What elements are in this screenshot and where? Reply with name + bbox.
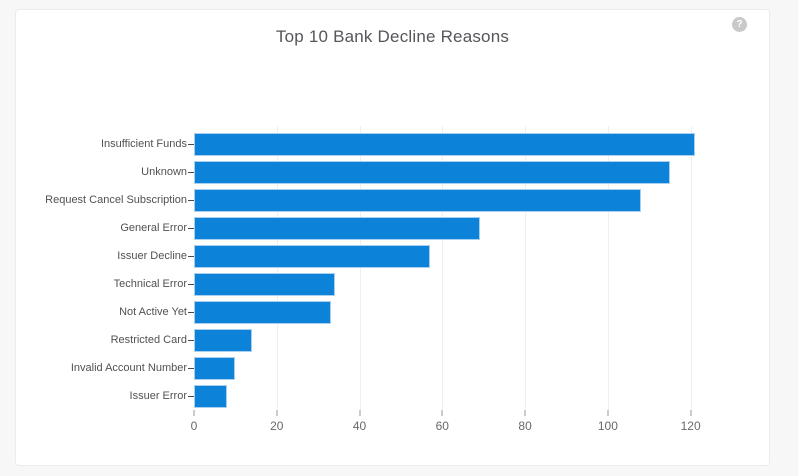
bar[interactable] bbox=[194, 160, 670, 184]
bar[interactable] bbox=[194, 300, 331, 324]
x-axis-labels: 0 20 40 60 80 100 120 bbox=[190, 419, 761, 435]
bar-zone bbox=[194, 242, 761, 270]
x-axis-tick-label: 120 bbox=[680, 419, 701, 433]
x-axis-tick bbox=[359, 410, 361, 416]
bar[interactable] bbox=[194, 272, 335, 296]
category-label: Technical Error bbox=[113, 278, 187, 290]
x-axis-tick-label: 80 bbox=[518, 419, 532, 433]
y-axis-tick bbox=[188, 311, 194, 313]
bar-zone bbox=[194, 298, 761, 326]
y-axis-tick bbox=[188, 395, 194, 397]
x-axis-tick-label: 20 bbox=[270, 419, 284, 433]
gridline bbox=[525, 126, 527, 410]
chart-row: Invalid Account Number bbox=[16, 354, 761, 382]
bar[interactable] bbox=[194, 188, 641, 212]
x-axis-tick-label: 60 bbox=[435, 419, 449, 433]
chart-rows: Insufficient Funds Unknown Request Cancel … bbox=[16, 130, 761, 410]
category-label: Unknown bbox=[141, 166, 187, 178]
x-axis-ticks bbox=[193, 410, 761, 416]
bar-zone bbox=[194, 326, 761, 354]
chart-title: Top 10 Bank Decline Reasons bbox=[275, 27, 510, 46]
gridline bbox=[442, 126, 444, 410]
bar-zone bbox=[194, 270, 761, 298]
bar[interactable] bbox=[194, 244, 430, 268]
bar-zone bbox=[194, 382, 761, 410]
bar-zone bbox=[194, 130, 761, 158]
y-axis-tick bbox=[188, 199, 194, 201]
chart-row: Insufficient Funds bbox=[16, 130, 761, 158]
y-axis-tick bbox=[188, 367, 194, 369]
y-axis-tick bbox=[188, 171, 194, 173]
category-label: Request Cancel Subscription bbox=[45, 194, 187, 206]
bar[interactable] bbox=[194, 132, 695, 156]
x-axis-tick-label: 100 bbox=[597, 419, 618, 433]
bar-zone bbox=[194, 214, 761, 242]
bar-zone bbox=[194, 354, 761, 382]
x-axis-tick bbox=[276, 410, 278, 416]
x-axis-tick bbox=[193, 410, 195, 416]
bar[interactable] bbox=[194, 384, 228, 408]
x-axis-tick bbox=[607, 410, 609, 416]
gridline bbox=[690, 126, 692, 410]
chart-row: Not Active Yet bbox=[16, 298, 761, 326]
category-label: Invalid Account Number bbox=[70, 362, 187, 374]
help-icon[interactable]: ? bbox=[732, 17, 747, 32]
x-axis-tick bbox=[524, 410, 526, 416]
chart-row: Technical Error bbox=[16, 270, 761, 298]
x-axis-tick bbox=[441, 410, 443, 416]
chart-row: Unknown bbox=[16, 158, 761, 186]
bar[interactable] bbox=[194, 216, 480, 240]
y-axis-tick bbox=[188, 283, 194, 285]
bar[interactable] bbox=[194, 328, 252, 352]
y-axis-tick bbox=[188, 227, 194, 229]
chart-card: Top 10 Bank Decline Reasons ? Insufficie… bbox=[15, 9, 770, 466]
bar-zone bbox=[194, 158, 761, 186]
gridline bbox=[607, 126, 609, 410]
category-label: Restricted Card bbox=[110, 334, 187, 346]
chart-row: Request Cancel Subscription bbox=[16, 186, 761, 214]
chart-row: Restricted Card bbox=[16, 326, 761, 354]
y-axis-tick bbox=[188, 255, 194, 257]
x-axis-tick-label: 40 bbox=[352, 419, 367, 433]
bar[interactable] bbox=[194, 356, 236, 380]
y-axis-tick bbox=[188, 339, 194, 341]
category-label: General Error bbox=[120, 222, 187, 234]
category-label: Not Active Yet bbox=[119, 306, 187, 318]
category-label: Insufficient Funds bbox=[100, 138, 187, 150]
y-axis-tick bbox=[188, 143, 194, 145]
category-label: Issuer Decline bbox=[117, 250, 187, 262]
grid-layer bbox=[194, 126, 761, 410]
bar-zone bbox=[194, 186, 761, 214]
chart-row: Issuer Decline bbox=[16, 242, 761, 270]
chart-row: Issuer Error bbox=[16, 382, 761, 410]
gridline bbox=[359, 126, 361, 410]
category-label: Issuer Error bbox=[129, 390, 187, 402]
x-axis-tick bbox=[690, 410, 692, 416]
chart-row: General Error bbox=[16, 214, 761, 242]
gridline bbox=[276, 126, 278, 410]
x-axis-tick-label: 0 bbox=[190, 419, 198, 433]
